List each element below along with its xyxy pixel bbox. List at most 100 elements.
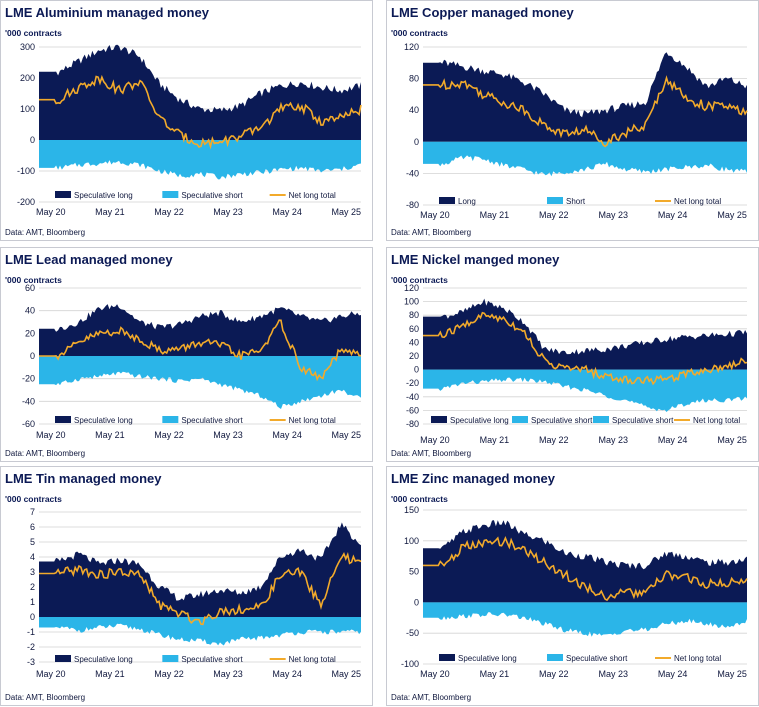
source-note: Data: AMT, Bloomberg xyxy=(5,693,86,702)
chart-zinc: -100 -50 0 50 100 150 May 20 May 21 May 22 May 23… xyxy=(401,505,748,679)
net-long-line xyxy=(423,536,748,602)
legend-label: Speculative short xyxy=(566,654,628,663)
y-tick-label: 80 xyxy=(409,310,419,320)
y-tick-label: 0 xyxy=(30,351,35,361)
x-tick-label: May 22 xyxy=(154,207,184,217)
legend-swatch xyxy=(162,191,179,198)
x-tick-label: May 20 xyxy=(36,669,66,679)
legend-swatch xyxy=(162,416,179,423)
chart-panel-aluminium: LME Aluminium managed money '000 contrac… xyxy=(0,0,373,241)
x-tick-label: May 24 xyxy=(658,210,688,220)
legend-swatch xyxy=(439,654,455,661)
y-tick-label: -80 xyxy=(406,419,419,429)
y-tick-label: 60 xyxy=(409,324,419,334)
x-tick-label: May 23 xyxy=(213,430,243,440)
y-tick-label: -3 xyxy=(27,657,35,667)
x-tick-label: May 22 xyxy=(539,435,569,445)
unit-label: '000 contracts xyxy=(5,494,62,504)
legend-label: Net long total xyxy=(674,654,721,663)
x-tick-label: May 21 xyxy=(480,669,510,679)
y-tick-label: -20 xyxy=(22,374,35,384)
y-tick-label: 200 xyxy=(20,73,35,83)
legend-swatch xyxy=(55,191,71,198)
y-tick-label: 120 xyxy=(404,42,419,52)
x-tick-label: May 25 xyxy=(331,430,361,440)
y-tick-label: 6 xyxy=(30,522,35,532)
y-tick-label: -40 xyxy=(22,396,35,406)
legend-swatch xyxy=(55,416,71,423)
y-tick-label: -80 xyxy=(406,200,419,210)
y-tick-label: 5 xyxy=(30,537,35,547)
y-tick-label: -60 xyxy=(22,419,35,429)
chart-panel-tin: LME Tin managed money '000 contracts -3-… xyxy=(0,466,373,706)
unit-label: '000 contracts xyxy=(391,28,448,38)
y-tick-label: 20 xyxy=(409,351,419,361)
x-tick-label: May 21 xyxy=(95,430,125,440)
short-area xyxy=(39,617,361,646)
legend-swatch xyxy=(439,197,455,204)
y-tick-label: 100 xyxy=(404,536,419,546)
x-tick-label: May 20 xyxy=(420,210,450,220)
legend-label: Speculative long xyxy=(458,654,517,663)
x-tick-label: May 23 xyxy=(598,210,628,220)
unit-label: '000 contracts xyxy=(391,494,448,504)
y-tick-label: 300 xyxy=(20,42,35,52)
y-tick-label: 40 xyxy=(25,306,35,316)
short-area xyxy=(423,602,747,637)
y-tick-label: 50 xyxy=(409,567,419,577)
long-area xyxy=(423,520,747,603)
y-tick-label: 150 xyxy=(404,505,419,515)
chart-panel-zinc: LME Zinc managed money '000 contracts -1… xyxy=(386,466,759,706)
long-area xyxy=(423,298,747,370)
x-tick-label: May 25 xyxy=(331,207,361,217)
y-tick-label: -100 xyxy=(401,659,419,669)
x-tick-label: May 22 xyxy=(539,669,569,679)
y-tick-label: 2 xyxy=(30,582,35,592)
legend-label: Speculative short xyxy=(612,416,674,425)
y-tick-label: 120 xyxy=(404,283,419,293)
y-tick-label: 3 xyxy=(30,567,35,577)
x-tick-label: May 25 xyxy=(717,210,747,220)
unit-label: '000 contracts xyxy=(5,275,62,285)
unit-label: '000 contracts xyxy=(391,275,448,285)
x-tick-label: May 23 xyxy=(213,669,243,679)
y-tick-label: -60 xyxy=(406,405,419,415)
legend-label: Speculative long xyxy=(74,416,133,425)
legend-label: Speculative long xyxy=(74,655,133,664)
y-tick-label: 0 xyxy=(30,612,35,622)
net-long-line xyxy=(39,552,362,626)
long-area xyxy=(39,304,361,356)
x-tick-label: May 21 xyxy=(95,207,125,217)
x-tick-label: May 24 xyxy=(272,207,302,217)
y-tick-label: 40 xyxy=(409,337,419,347)
x-tick-label: May 21 xyxy=(480,210,510,220)
short-area xyxy=(39,356,361,409)
chart-title: LME Aluminium managed money xyxy=(5,5,209,20)
chart-title: LME Zinc managed money xyxy=(391,471,555,486)
legend-swatch xyxy=(431,416,447,423)
short-area xyxy=(423,369,747,412)
x-tick-label: May 22 xyxy=(539,210,569,220)
x-tick-label: May 24 xyxy=(658,435,688,445)
legend-label: Net long total xyxy=(693,416,740,425)
chart-panel-lead: LME Lead managed money '000 contracts -6… xyxy=(0,247,373,462)
y-tick-label: -100 xyxy=(17,166,35,176)
source-note: Data: AMT, Bloomberg xyxy=(5,228,86,237)
y-tick-label: -40 xyxy=(406,168,419,178)
net-long-line xyxy=(423,75,748,148)
short-area xyxy=(423,141,747,177)
legend-label: Speculative long xyxy=(450,416,509,425)
y-tick-label: -20 xyxy=(406,378,419,388)
legend-swatch xyxy=(512,416,528,423)
legend-swatch xyxy=(55,655,71,662)
legend-label: Speculative long xyxy=(74,191,133,200)
chart-title: LME Nickel manged money xyxy=(391,252,560,267)
y-tick-label: 7 xyxy=(30,507,35,517)
long-area xyxy=(39,44,361,140)
legend-label: Net long total xyxy=(674,197,721,206)
x-tick-label: May 20 xyxy=(420,435,450,445)
net-long-line xyxy=(39,74,362,150)
legend-label: Short xyxy=(566,197,586,206)
y-tick-label: 100 xyxy=(404,297,419,307)
y-tick-label: 40 xyxy=(409,105,419,115)
